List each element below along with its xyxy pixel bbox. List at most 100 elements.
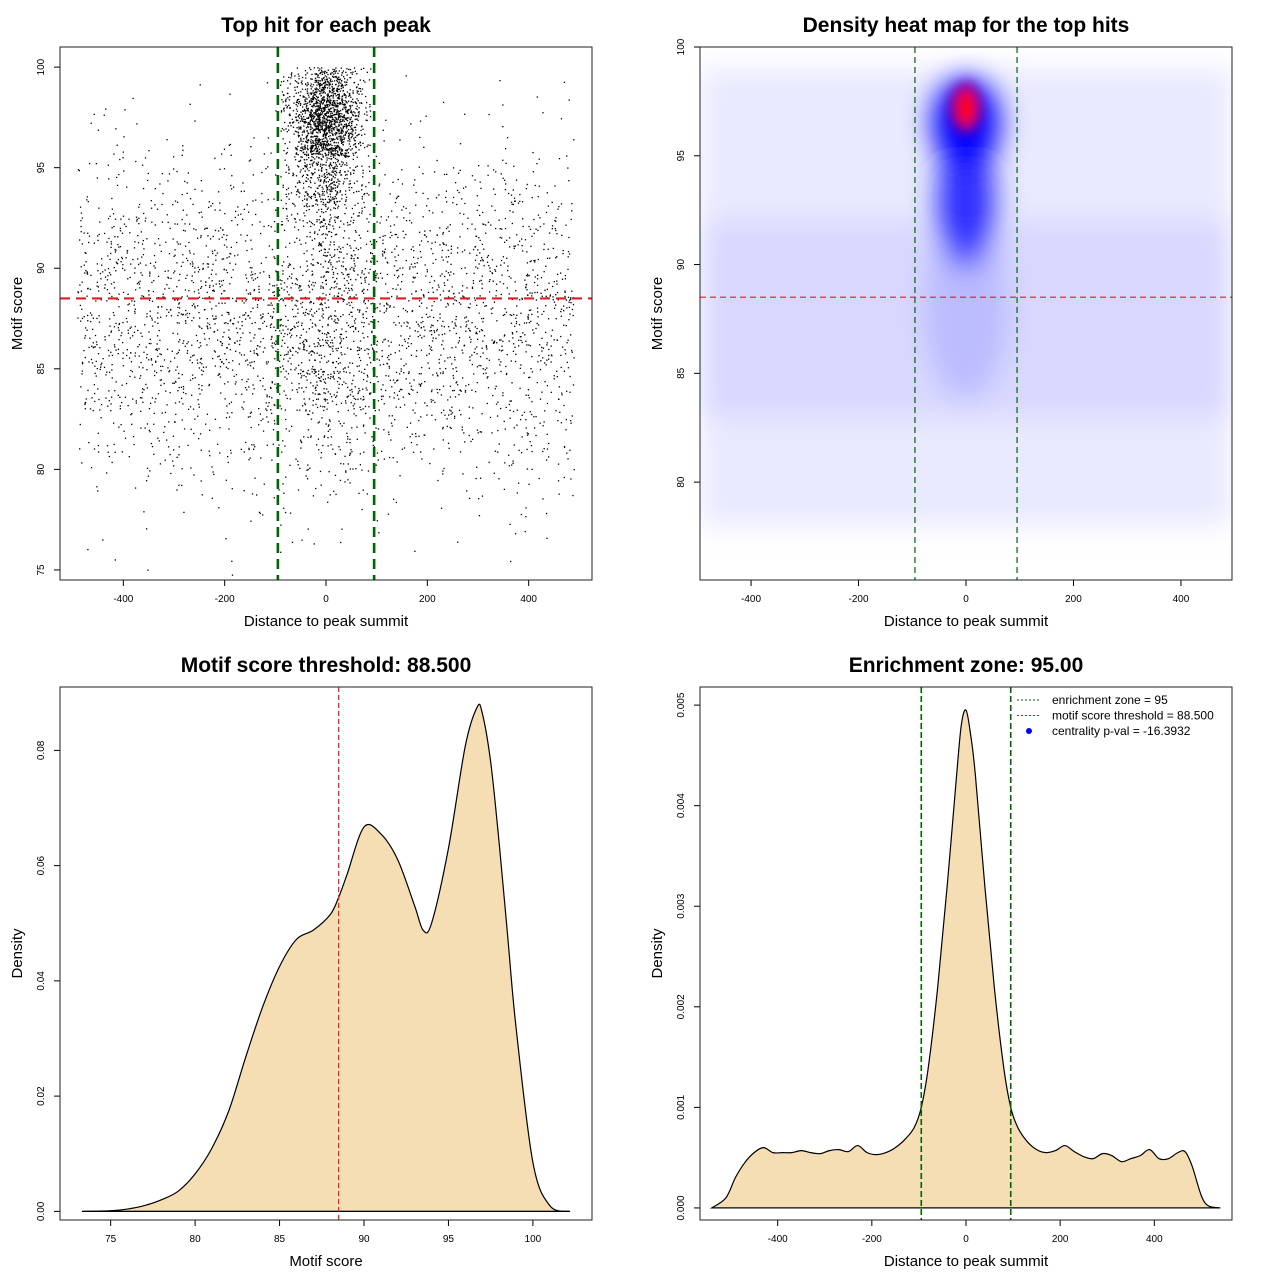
scatter-point	[272, 443, 274, 445]
scatter-point	[328, 248, 330, 250]
scatter-point	[326, 140, 328, 143]
scatter-point	[323, 88, 325, 91]
scatter-point	[197, 266, 199, 269]
scatter-point	[312, 120, 314, 123]
scatter-point	[89, 312, 92, 314]
scatter-point	[306, 109, 309, 112]
scatter-point	[125, 382, 128, 385]
scatter-point	[321, 92, 323, 94]
scatter-point	[186, 295, 189, 297]
scatter-point	[289, 332, 291, 334]
scatter-point	[316, 153, 318, 155]
scatter-point	[561, 392, 563, 394]
scatter-point	[138, 206, 140, 208]
scatter-point	[272, 311, 275, 313]
scatter-point	[208, 296, 211, 298]
scatter-point	[382, 239, 384, 241]
scatter-point	[539, 344, 541, 346]
scatter-point	[341, 149, 344, 151]
scatter-point	[325, 228, 328, 230]
scatter-point	[280, 354, 282, 356]
scatter-point	[316, 221, 318, 223]
scatter-point	[307, 132, 309, 134]
scatter-point	[386, 356, 389, 359]
scatter-point	[331, 148, 333, 150]
scatter-point	[315, 144, 317, 146]
scatter-point	[340, 132, 342, 134]
scatter-point	[494, 193, 496, 196]
scatter-point	[252, 393, 254, 395]
scatter-point	[320, 244, 322, 247]
scatter-point	[386, 302, 388, 304]
scatter-point	[534, 276, 536, 278]
scatter-point	[529, 440, 531, 443]
scatter-point	[234, 342, 236, 344]
scatter-point	[414, 432, 417, 435]
scatter-point	[396, 196, 398, 198]
scatter-point	[504, 183, 507, 185]
scatter-point	[565, 224, 567, 226]
scatter-point	[344, 117, 346, 119]
scatter-point	[359, 237, 362, 239]
scatter-point	[494, 227, 497, 230]
scatter-point	[481, 495, 484, 497]
scatter-point	[297, 325, 299, 328]
scatter-point	[348, 68, 350, 71]
scatter-point	[297, 166, 300, 168]
scatter-point	[227, 367, 229, 370]
scatter-point	[504, 428, 506, 430]
scatter-point	[153, 412, 155, 415]
scatter-point	[318, 117, 320, 119]
scatter-point	[352, 90, 354, 92]
scatter-point	[317, 123, 319, 125]
scatter-point	[338, 128, 340, 131]
scatter-point	[160, 369, 162, 372]
scatter-point	[321, 88, 323, 90]
scatter-point	[268, 283, 271, 285]
scatter-point	[113, 287, 116, 289]
scatter-point	[334, 157, 337, 160]
scatter-point	[330, 101, 332, 104]
scatter-point	[530, 367, 532, 370]
scatter-point	[311, 322, 314, 324]
scatter-point	[362, 176, 364, 178]
scatter-point	[152, 290, 155, 293]
scatter-point	[447, 272, 450, 274]
scatter-point	[325, 233, 327, 235]
scatter-point	[351, 127, 353, 129]
scatter-point	[186, 182, 188, 184]
scatter-point	[484, 224, 487, 226]
scatter-point	[187, 408, 190, 410]
scatter-point	[333, 184, 335, 186]
scatter-point	[139, 377, 141, 380]
scatter-point	[395, 233, 398, 236]
scatter-point	[561, 278, 564, 280]
scatter-point	[557, 208, 559, 210]
scatter-point	[525, 394, 527, 396]
scatter-point	[255, 299, 257, 301]
scatter-point	[325, 205, 327, 208]
scatter-point	[356, 90, 358, 92]
scatter-point	[173, 168, 175, 170]
scatter-point	[334, 150, 337, 152]
scatter-point	[319, 124, 322, 126]
scatter-point	[536, 274, 539, 276]
scatter-point	[282, 184, 284, 186]
scatter-point	[307, 92, 309, 94]
scatter-point	[282, 108, 285, 110]
scatter-point	[315, 95, 318, 98]
scatter-point	[341, 298, 344, 300]
scatter-point	[321, 225, 324, 228]
scatter-point	[442, 290, 445, 292]
scatter-point	[224, 302, 226, 304]
scatter-point	[487, 387, 490, 389]
scatter-point	[406, 321, 408, 323]
scatter-point	[231, 560, 233, 562]
scatter-point	[345, 71, 347, 74]
scatter-point	[335, 233, 338, 236]
scatter-point	[333, 93, 335, 95]
scatter-point	[159, 183, 161, 185]
scatter-point	[474, 179, 476, 181]
scatter-point	[205, 366, 207, 368]
scatter-point	[395, 260, 397, 262]
